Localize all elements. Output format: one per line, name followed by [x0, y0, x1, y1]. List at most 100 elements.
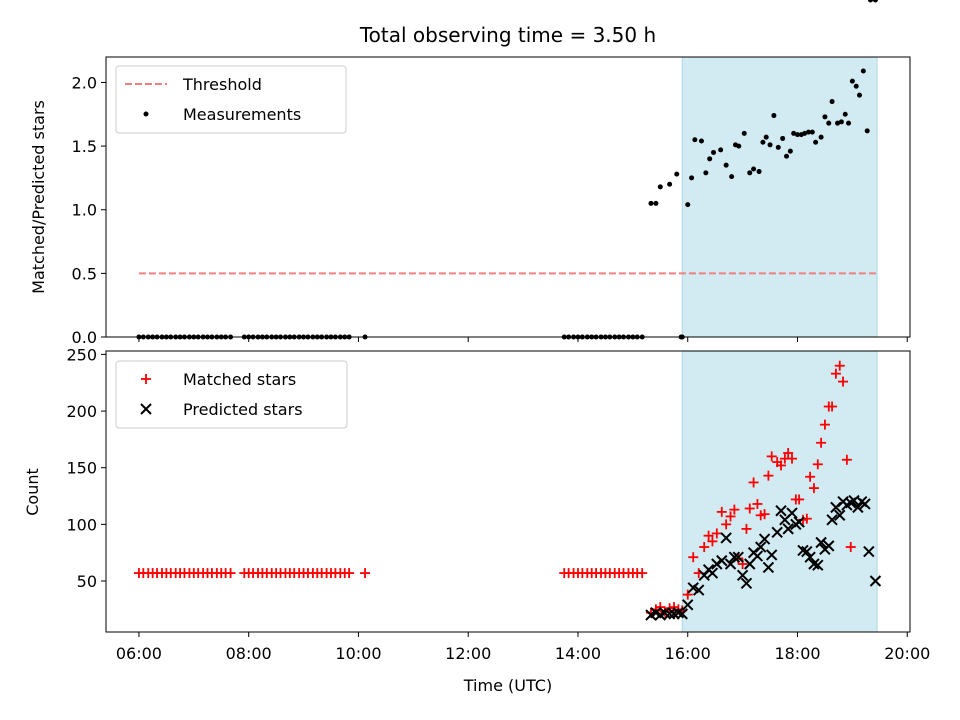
measurement-point — [838, 119, 844, 125]
predicted-star-point — [755, 541, 767, 553]
predicted-star-point — [740, 577, 753, 589]
predicted-star-point — [758, 533, 771, 545]
bottom-legend-box — [115, 360, 348, 429]
bottom-legend: Matched stars Predicted stars — [115, 360, 348, 429]
bottom-x-tick-label: 06:00 — [116, 644, 162, 663]
chart-title: Total observing time = 3.50 h — [359, 23, 656, 47]
predicted-star-point — [736, 569, 749, 582]
measurement-point — [711, 149, 717, 155]
predicted-star-point — [801, 545, 813, 558]
bottom-axis-ticks: 06:00 08:00 10:00 12:00 14:00 16:00 18:00 20:00… — [66, 345, 930, 663]
bottom-x-tick-label: 16:00 — [665, 644, 711, 663]
measurement-point — [707, 156, 713, 162]
bottom-plot-marks — [133, 360, 882, 621]
matched-star-point — [841, 454, 852, 465]
top-y-tick-label: 1.0 — [72, 201, 97, 220]
matched-star-point — [682, 589, 693, 600]
measurement-point — [805, 129, 811, 135]
bottom-y-axis-label: Count — [23, 468, 42, 516]
measurement-point — [853, 83, 859, 89]
predicted-star-point — [823, 540, 835, 552]
top-axis-ticks: 0.0 0.5 1.0 1.5 2.0 — [72, 73, 908, 347]
matched-star-point — [808, 483, 819, 494]
measurement-point — [689, 175, 695, 181]
predicted-star-point — [869, 575, 882, 587]
predicted-star-point — [793, 516, 805, 528]
measurement-point — [867, 0, 873, 3]
predicted-legend-cross — [140, 403, 152, 415]
predicted-legend-marker — [140, 403, 152, 415]
matched-star-point — [787, 453, 798, 464]
predicted-star-point — [771, 526, 783, 538]
matched-star-point — [819, 419, 830, 430]
matched-star-point — [344, 568, 355, 579]
bottom-x-tick-label: 08:00 — [226, 644, 272, 663]
matched-star-point — [816, 437, 827, 448]
matched-star-point — [655, 602, 666, 613]
predicted-star-point — [863, 545, 875, 558]
matched-star-point — [845, 542, 856, 553]
top-y-tick-label: 0.5 — [72, 264, 97, 283]
measurement-point — [756, 169, 762, 175]
predicted-star-point — [765, 549, 778, 561]
predicted-star-point — [672, 607, 685, 619]
predicted-star-point — [751, 550, 764, 562]
matched-star-point — [721, 519, 732, 530]
matched-star-point — [776, 460, 787, 471]
matched-star-point — [637, 568, 648, 579]
bottom-y-tick-label: 200 — [66, 402, 97, 421]
predicted-star-point — [815, 536, 827, 549]
bottom-x-tick-label: 18:00 — [774, 644, 820, 663]
bottom-y-tick-label: 150 — [66, 459, 97, 478]
predicted-star-point — [762, 561, 775, 574]
measurement-point — [657, 184, 663, 190]
measurement-point — [767, 142, 773, 148]
matched-star-point — [838, 376, 849, 387]
measurement-point — [822, 114, 828, 120]
bottom-panel: 06:00 08:00 10:00 12:00 14:00 16:00 18:00 20:00… — [23, 345, 930, 695]
measurement-point — [872, 0, 878, 3]
measurement-point — [648, 200, 654, 206]
bottom-shaded-span — [681, 350, 878, 633]
measurement-point — [846, 120, 852, 126]
measurement-point — [674, 171, 680, 177]
measurement-point — [849, 78, 855, 84]
matched-legend-label: Matched stars — [183, 370, 296, 389]
measurement-point — [763, 134, 769, 140]
matched-star-point — [699, 542, 710, 553]
bottom-x-tick-label: 20:00 — [884, 644, 930, 663]
threshold-legend-label: Threshold — [182, 75, 262, 94]
predicted-star-point — [786, 507, 798, 519]
measurement-point — [723, 162, 729, 168]
measurement-point — [857, 92, 863, 98]
predicted-star-point — [775, 505, 787, 517]
predicted-star-point — [808, 558, 820, 570]
predicted-star-point — [782, 523, 794, 535]
measurement-point — [787, 148, 793, 154]
matched-legend-plus — [141, 374, 151, 384]
predicted-star-point — [728, 551, 741, 563]
matched-star-point — [716, 506, 727, 517]
predicted-legend-label: Predicted stars — [183, 400, 303, 419]
measurement-point — [751, 166, 757, 172]
matched-star-point — [707, 536, 718, 547]
measurement-point — [653, 200, 659, 206]
matched-star-point — [763, 470, 774, 481]
measurement-point — [784, 153, 790, 159]
measurement-point — [729, 174, 735, 180]
matched-star-point — [748, 477, 759, 488]
top-axes-frame — [105, 56, 911, 338]
measurement-point — [791, 130, 797, 136]
top-y-axis-label: Matched/Predicted stars — [29, 100, 48, 294]
measurement-point — [685, 202, 691, 208]
bottom-x-tick-label: 10:00 — [335, 644, 381, 663]
bottom-y-tick-label: 50 — [77, 572, 97, 591]
matched-star-point — [827, 401, 838, 412]
measurement-point — [842, 111, 848, 117]
top-y-tick-label: 2.0 — [72, 73, 97, 92]
matched-star-point — [725, 511, 736, 522]
bottom-x-tick-label: 14:00 — [555, 644, 601, 663]
measurement-point — [864, 128, 870, 134]
matched-star-point — [783, 447, 794, 458]
matched-star-point — [752, 498, 763, 509]
